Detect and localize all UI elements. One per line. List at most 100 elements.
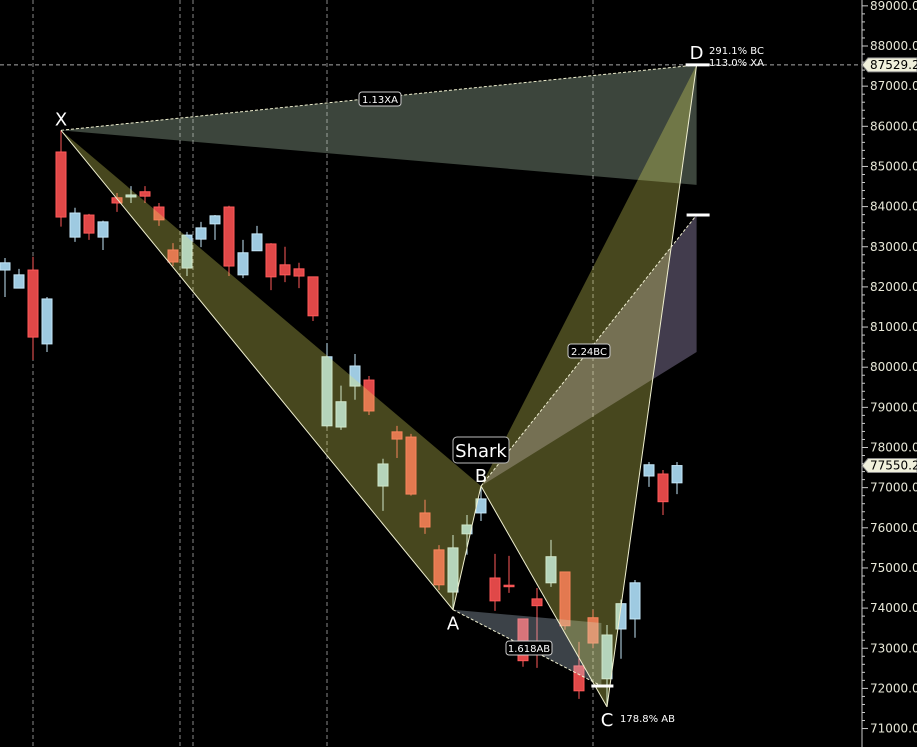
candle-body: [545, 556, 557, 584]
svg-text:77550.25: 77550.25: [870, 459, 917, 473]
candle: [97, 220, 109, 250]
candle: [349, 353, 361, 400]
candle-body: [125, 194, 137, 198]
candle: [447, 535, 459, 610]
axis-tick-label: 80000.00: [870, 360, 917, 374]
candle-body: [223, 206, 235, 267]
candle: [55, 130, 67, 227]
ab-leg: [452, 485, 482, 610]
axis-tick-label: 81000.00: [870, 320, 917, 334]
candle-body: [237, 252, 249, 276]
svg-text:2.24BC: 2.24BC: [571, 347, 607, 358]
bd-line: [480, 214, 697, 487]
candle-body: [307, 276, 319, 317]
axis-tick-label: 88000.00: [870, 39, 917, 53]
ac-line: [452, 609, 602, 687]
candle: [0, 257, 11, 297]
candle: [307, 276, 319, 322]
bcd-triangle: [481, 64, 697, 707]
candle: [279, 246, 291, 283]
axis-tick-label: 84000.00: [870, 200, 917, 214]
price-tag: 77550.25: [861, 458, 917, 474]
candle: [629, 579, 641, 638]
axis-tick-label: 73000.00: [870, 641, 917, 655]
axis-tick-label: 79000.00: [870, 400, 917, 414]
axis-tick-label: 77000.00: [870, 481, 917, 495]
candle: [69, 207, 81, 242]
axis-tick-label: 72000.00: [870, 681, 917, 695]
candle-body: [671, 465, 683, 484]
candle-body: [265, 243, 277, 278]
harmonic-pattern[interactable]: [60, 63, 710, 708]
candle: [643, 461, 655, 487]
candle-body: [391, 431, 403, 440]
d-xa-annotation: 113.0% XA: [709, 58, 764, 69]
candle: [209, 215, 221, 240]
candle-body: [377, 463, 389, 487]
candle: [559, 571, 571, 630]
candle-body: [41, 298, 53, 345]
candle-body: [447, 547, 459, 593]
axis-tick-label: 76000.00: [870, 521, 917, 535]
candle: [195, 221, 207, 248]
candle-body: [601, 634, 613, 680]
candle: [489, 553, 501, 611]
candle-body: [293, 268, 305, 277]
candle: [545, 539, 557, 587]
candle: [181, 231, 193, 277]
axis-tick-label: 85000.00: [870, 159, 917, 173]
candle: [167, 243, 179, 267]
candle-body: [279, 264, 291, 276]
candle-body: [27, 269, 39, 338]
candle: [265, 243, 277, 291]
candle-body: [321, 356, 333, 427]
candle-body: [461, 524, 473, 535]
candle-body: [405, 436, 417, 495]
axis-tick-label: 75000.00: [870, 561, 917, 575]
axis-tick-label: 86000.00: [870, 119, 917, 133]
candle: [335, 385, 347, 430]
axis-tick-label: 71000.00: [870, 722, 917, 736]
candle-body: [559, 571, 571, 627]
price-tag: 87529.24: [861, 57, 917, 73]
candle-body: [0, 262, 11, 271]
candle: [587, 609, 599, 649]
pattern-name-badge: Shark: [452, 436, 510, 464]
candle: [433, 545, 445, 591]
candle: [657, 469, 669, 515]
point-label-b: B: [475, 466, 487, 487]
candle-body: [629, 582, 641, 620]
candle-body: [587, 617, 599, 644]
axis-tick-label: 78000.00: [870, 441, 917, 455]
candle-body: [349, 365, 361, 387]
point-label-x: X: [55, 109, 67, 130]
candle: [237, 239, 249, 279]
xab-triangle: [61, 130, 481, 610]
ratio-label-ac: 1.618AB: [505, 640, 553, 656]
candle-body: [251, 233, 263, 252]
candle-body: [419, 512, 431, 528]
axis-tick-label: 74000.00: [870, 601, 917, 615]
candle-body: [97, 221, 109, 238]
price-axis[interactable]: 89000.00 88000.00 87000.00 86000.00 85000.00…: [861, 0, 917, 747]
point-label-a: A: [447, 614, 460, 635]
pattern-name: Shark: [455, 441, 507, 462]
candle-body: [573, 665, 585, 692]
candle-body: [657, 473, 669, 503]
candle: [251, 225, 263, 252]
candle: [391, 425, 403, 458]
candle-body: [363, 379, 375, 412]
axis-tick-label: 83000.00: [870, 240, 917, 254]
candle: [419, 499, 431, 534]
candle: [601, 624, 613, 707]
candle: [125, 186, 137, 203]
candle: [377, 458, 389, 511]
axis-tick-label: 89000.00: [870, 0, 917, 13]
candle-body: [503, 584, 515, 588]
candle-body: [489, 577, 501, 602]
candle-body: [195, 227, 207, 240]
candle: [111, 192, 123, 212]
candle: [363, 376, 375, 415]
svg-text:1.13XA: 1.13XA: [362, 95, 398, 106]
